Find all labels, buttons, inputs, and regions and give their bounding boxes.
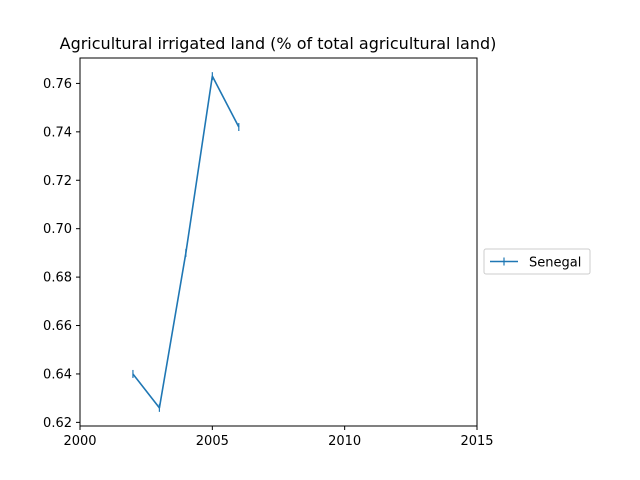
x-tick-label: 2000 [63,434,96,449]
y-tick-label: 0.70 [43,222,72,237]
x-tick-label: 2005 [196,434,229,449]
y-tick-label: 0.62 [43,416,72,431]
chart-title: Agricultural irrigated land (% of total … [60,34,497,53]
y-tick-label: 0.66 [43,319,72,334]
x-axis-ticks: 2000 2005 2010 2015 [63,426,494,449]
y-tick-label: 0.76 [43,77,72,92]
y-tick-label: 0.74 [43,125,72,140]
legend: Senegal [483,248,591,275]
y-tick-label: 0.64 [43,367,72,382]
legend-box [483,248,591,275]
series-layer [132,72,240,412]
x-tick-label: 2015 [460,434,493,449]
y-tick-label: 0.68 [43,271,72,286]
plot-frame [79,57,478,427]
y-axis-ticks: 0.62 0.64 0.66 0.68 0.70 0.72 0.74 0.76 [43,77,80,431]
x-tick-label: 2010 [328,434,361,449]
legend-label: Senegal [529,256,581,271]
y-tick-label: 0.72 [43,174,72,189]
